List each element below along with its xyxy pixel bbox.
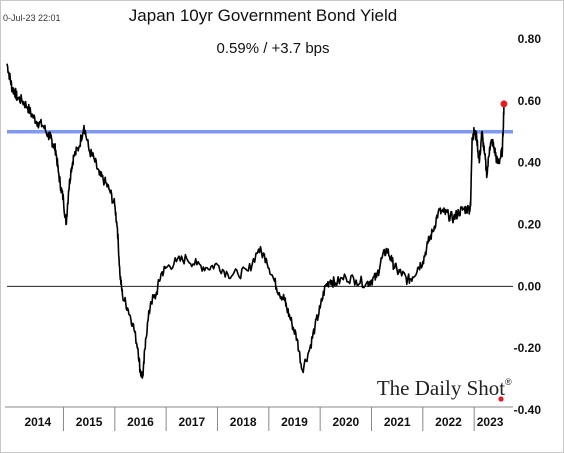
chart-subtitle: 0.59% / +3.7 bps [217, 40, 330, 57]
x-tick-label: 2018 [230, 415, 257, 429]
y-tick-label: 0.40 [518, 156, 542, 170]
y-tick-label: 0.20 [518, 218, 542, 232]
brand-dot [498, 396, 504, 402]
x-tick-label: 2017 [178, 415, 205, 429]
yield-series-line [6, 63, 505, 379]
last-value-marker [500, 100, 508, 108]
x-tick-label: 2020 [332, 415, 359, 429]
x-tick-label: 2019 [281, 415, 308, 429]
x-tick-label: 2022 [435, 415, 462, 429]
chart-title: Japan 10yr Government Bond Yield [129, 6, 397, 25]
x-tick-label: 2016 [127, 415, 154, 429]
timestamp: 0-Jul-23 22:01 [3, 13, 61, 23]
y-tick-label: 0.00 [518, 279, 542, 293]
y-tick-label: 0.80 [518, 32, 542, 46]
x-tick-label: 2021 [384, 415, 411, 429]
x-tick-label: 2015 [76, 415, 103, 429]
x-tick-label: 2023 [477, 415, 504, 429]
brand-logo: The Daily Shot [377, 376, 505, 400]
brand-registered-mark: ® [505, 377, 512, 387]
y-tick-label: -0.40 [514, 403, 542, 417]
y-tick-label: -0.20 [514, 341, 542, 355]
y-tick-label: 0.60 [518, 94, 542, 108]
x-tick-label: 2014 [24, 415, 51, 429]
